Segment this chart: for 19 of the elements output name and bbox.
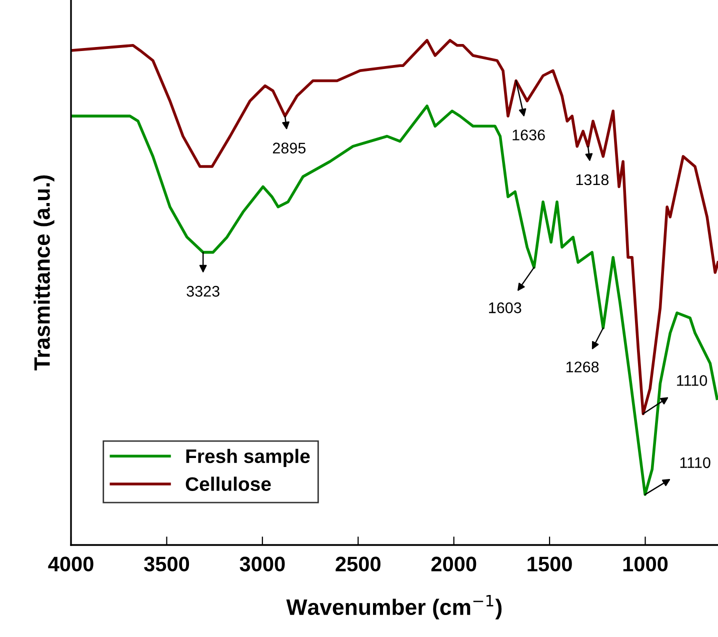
x-tick-label: 1500 [528,556,572,572]
y-axis-title: Trasmittance (a.u.) [34,175,54,370]
annotation: 2895 [272,142,306,154]
annotation: 3323 [186,286,220,297]
annotation: 1318 [576,174,609,186]
x-tick-label: 2000 [431,556,476,572]
annotation: 1110 [677,375,708,386]
x-tick-label: 2500 [336,556,380,572]
annotation: 1268 [566,362,599,372]
annotation: 1110 [680,457,710,468]
annotation: 1603 [489,302,522,314]
x-axis-title: Wavenumber (cm$^{−1}$) [286,594,502,620]
annotation: 1636 [512,130,545,140]
x-tick-label: 1000 [623,556,668,572]
x-tick-label: 3500 [144,556,190,572]
legend-label: Cellulose [186,476,271,491]
x-tick-label: 3000 [240,556,285,572]
x-tick-label: 4000 [48,556,94,572]
legend-label: Fresh sample [186,448,310,467]
